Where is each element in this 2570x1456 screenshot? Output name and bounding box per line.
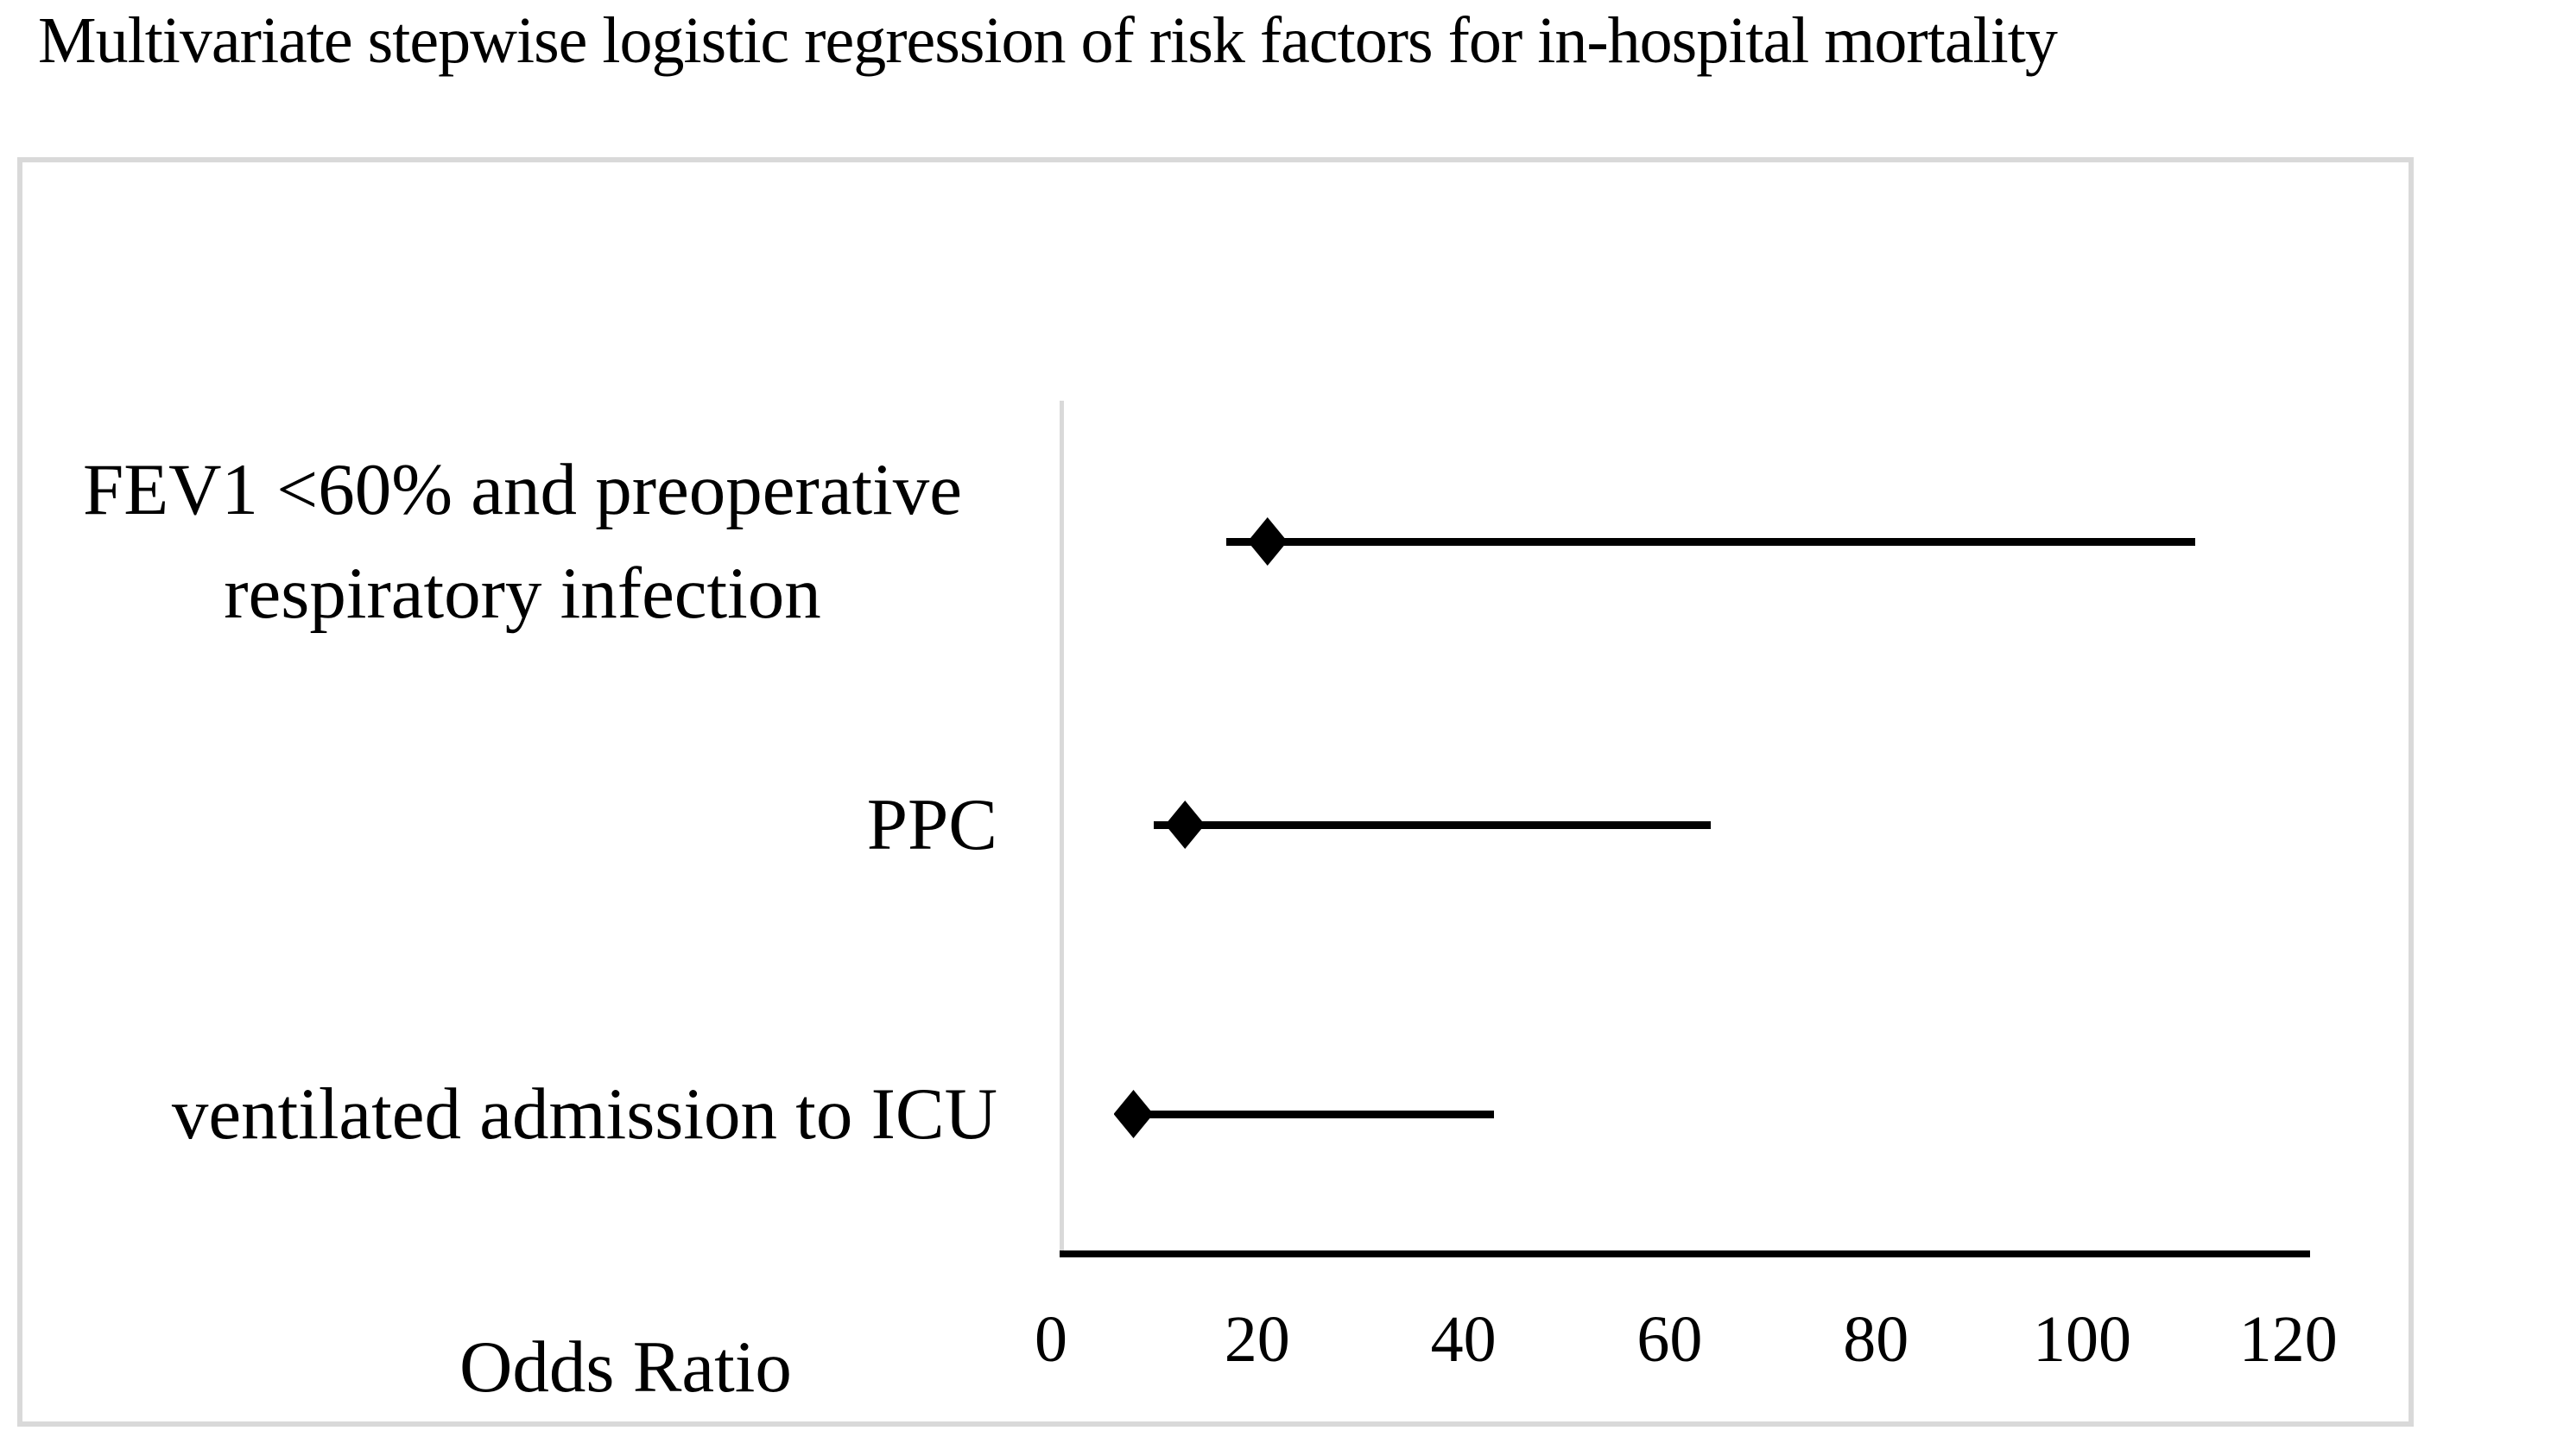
chart-frame [17, 157, 2414, 1427]
category-label: FEV1 <60% and preoperative respiratory in… [47, 438, 997, 645]
x-axis-line [1060, 1250, 2310, 1257]
ci-line [1123, 1111, 1495, 1118]
category-label: ventilated admission to ICU [47, 1062, 997, 1166]
x-tick-label: 0 [1035, 1303, 1067, 1376]
category-label-line: respiratory infection [224, 553, 821, 634]
ci-line [1154, 821, 1712, 829]
category-label: PPC [47, 773, 997, 877]
category-label-line: FEV1 <60% and preoperative [82, 449, 963, 530]
x-tick-label: 100 [2033, 1303, 2131, 1376]
x-tick-label: 60 [1636, 1303, 1703, 1376]
ci-line [1225, 538, 2196, 546]
x-axis-title: Odds Ratio [459, 1326, 792, 1408]
figure-title: Multivariate stepwise logistic regressio… [38, 4, 2058, 77]
x-tick-label: 120 [2238, 1303, 2338, 1376]
x-tick-label: 20 [1224, 1303, 1290, 1376]
x-tick-label: 40 [1430, 1303, 1497, 1376]
y-axis-line [1060, 401, 1064, 1254]
category-label-line: PPC [866, 784, 997, 865]
category-label-line: ventilated admission to ICU [171, 1073, 997, 1155]
x-tick-label: 80 [1843, 1303, 1909, 1376]
